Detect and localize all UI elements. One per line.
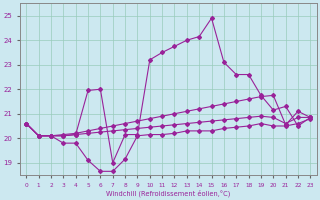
- X-axis label: Windchill (Refroidissement éolien,°C): Windchill (Refroidissement éolien,°C): [106, 189, 230, 197]
